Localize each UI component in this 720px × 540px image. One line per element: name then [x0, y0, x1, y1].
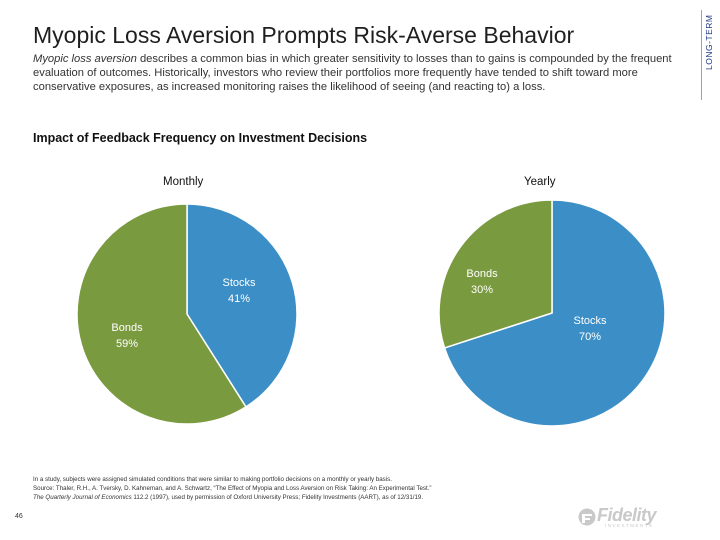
monthly-chart-title: Monthly	[163, 176, 204, 188]
monthly-bonds-slice	[76, 203, 247, 425]
monthly-pie: Stocks 41% Bonds 59%	[76, 203, 298, 425]
yearly-bonds-value: 30%	[471, 284, 493, 296]
monthly-stocks-value: 41%	[228, 293, 250, 305]
intro-paragraph: Myopic loss aversion describes a common …	[33, 52, 673, 94]
intro-term: Myopic loss aversion	[33, 53, 137, 65]
yearly-stocks-value: 70%	[579, 331, 601, 343]
footnote-journal: The Quarterly Journal of Economics 112.2…	[33, 493, 573, 502]
journal-name: The Quarterly Journal of Economics	[33, 494, 132, 501]
logo-subtext: INVESTMENTS	[605, 523, 654, 528]
fidelity-logo: Fidelity INVESTMENTS	[578, 505, 690, 528]
yearly-pie: Stocks 70% Bonds 30%	[438, 199, 666, 427]
fidelity-logo-icon	[578, 508, 596, 526]
yearly-stocks-slice	[443, 199, 666, 427]
footnote: In a study, subjects were assigned simul…	[33, 475, 573, 502]
monthly-bonds-label: Bonds	[111, 322, 143, 334]
yearly-chart-title: Yearly	[524, 176, 556, 188]
chart-subtitle: Impact of Feedback Frequency on Investme…	[33, 131, 368, 145]
page-number: 46	[15, 513, 23, 520]
yearly-bonds-label: Bonds	[466, 268, 498, 280]
monthly-bonds-value: 59%	[116, 338, 138, 350]
yearly-stocks-label: Stocks	[573, 315, 607, 327]
yearly-bonds-slice	[438, 199, 553, 349]
side-tab: LONG-TERM	[701, 10, 714, 100]
footnote-source: Source: Thaler, R.H., A. Tversky, D. Kah…	[33, 485, 432, 492]
page-title: Myopic Loss Aversion Prompts Risk-Averse…	[33, 22, 575, 48]
logo-wordmark: Fidelity	[597, 505, 657, 525]
footnote-study: In a study, subjects were assigned simul…	[33, 476, 392, 483]
monthly-stocks-label: Stocks	[222, 277, 256, 289]
intro-text: describes a common bias in which greater…	[33, 53, 672, 93]
journal-details: 112.2 (1997), used by permission of Oxfo…	[131, 494, 424, 501]
